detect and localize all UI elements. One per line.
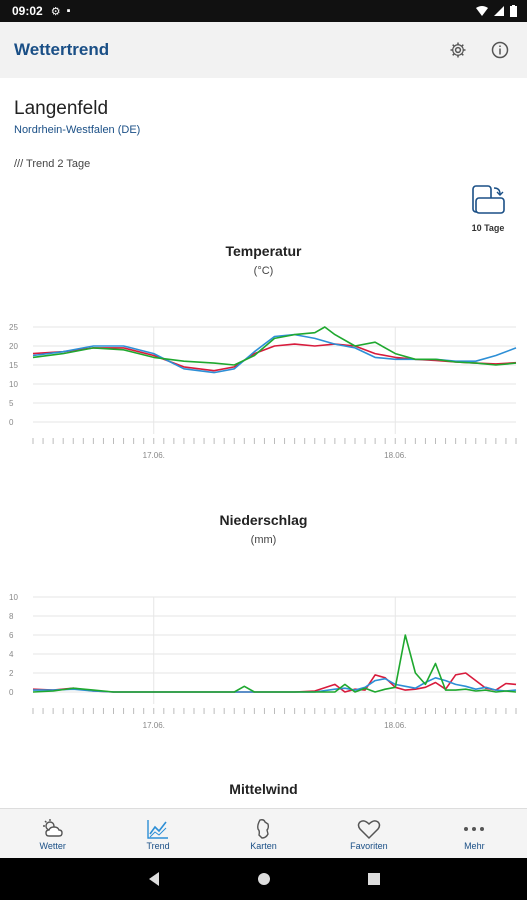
nav-item-wetter[interactable]: Wetter [0, 809, 105, 859]
signal-icon [494, 6, 504, 16]
precipitation-xtick-label: 17.06. [143, 721, 165, 730]
sd-card-icon: ▪ [66, 4, 71, 17]
app-title: Wettertrend [14, 40, 110, 59]
heart-icon [357, 820, 381, 840]
temperature-ytick-label: 25 [9, 323, 18, 332]
temperature-xtick-label: 18.06. [384, 451, 406, 460]
location-region: Nordrhein-Westfalen (DE) [14, 124, 141, 136]
nav-item-karten[interactable]: Karten [211, 809, 316, 859]
status-time: 09:02 [12, 4, 43, 18]
recents-square-icon [367, 873, 380, 885]
nav-item-mehr[interactable]: Mehr [422, 809, 527, 859]
temperature-ytick-label: 0 [9, 418, 14, 427]
trend-icon [147, 820, 169, 839]
ten-days-toggle-button[interactable]: 10 Tage [466, 184, 510, 234]
temperature-chart: 0 5 10 15 20 25 17.06. 18.06. [9, 323, 517, 460]
precipitation-ytick-label: 2 [9, 669, 14, 678]
nav-label-mehr: Mehr [464, 841, 485, 851]
nav-label-favoriten: Favoriten [350, 841, 388, 851]
temperature-ytick-label: 15 [9, 361, 18, 370]
temperature-ytick-label: 10 [9, 380, 18, 389]
ten-days-label: 10 Tage [471, 223, 505, 233]
system-back-button[interactable] [144, 869, 164, 889]
precipitation-chart-title: Niederschlag [219, 512, 308, 528]
location-header: Langenfeld Nordrhein-Westfalen (DE) [14, 98, 140, 136]
gear-icon [450, 42, 466, 58]
location-city: Langenfeld [14, 98, 109, 119]
wifi-icon [476, 6, 488, 16]
precipitation-ytick-label: 6 [9, 631, 14, 640]
nav-item-trend[interactable]: Trend [105, 809, 210, 859]
precipitation-ytick-label: 10 [9, 593, 18, 602]
nav-label-trend: Trend [146, 841, 170, 851]
more-icon [464, 827, 485, 831]
info-icon [491, 41, 509, 59]
weather-icon [42, 819, 63, 837]
precipitation-xtick-label: 18.06. [384, 721, 406, 730]
status-notification-icons: ⚙ ▪ [51, 5, 71, 18]
temperature-xtick-label: 17.06. [143, 451, 165, 460]
nav-label-wetter: Wetter [39, 841, 66, 851]
map-icon [256, 819, 269, 839]
precipitation-series-green-line [32, 634, 517, 693]
temperature-chart-title: Temperatur [225, 243, 302, 259]
precipitation-chart-unit: (mm) [250, 534, 277, 546]
battery-icon [510, 5, 517, 17]
app-bar: Wettertrend [0, 22, 527, 78]
trend-period-label: /// Trend 2 Tage [14, 158, 91, 170]
rotate-device-icon [472, 185, 505, 214]
precipitation-ytick-label: 0 [9, 688, 14, 697]
home-circle-icon [257, 873, 270, 885]
settings-status-icon: ⚙ [50, 5, 61, 18]
back-triangle-icon [148, 872, 159, 886]
status-bar: 09:02 ⚙ ▪ [0, 0, 527, 22]
precipitation-chart: 0 2 4 6 8 10 17.06. 18.06. [9, 593, 517, 730]
system-home-button[interactable] [254, 869, 274, 889]
precipitation-ytick-label: 8 [9, 612, 14, 621]
settings-button[interactable] [447, 39, 469, 61]
bottom-navigation: Wetter Trend Karten Favoriten Mehr [0, 808, 527, 859]
temperature-chart-unit: (°C) [253, 265, 274, 277]
system-navigation-bar [0, 858, 527, 900]
system-recents-button[interactable] [364, 869, 384, 889]
precipitation-ytick-label: 4 [9, 650, 14, 659]
temperature-ytick-label: 20 [9, 342, 18, 351]
nav-label-karten: Karten [250, 841, 277, 851]
temperature-series-blue-line [32, 333, 517, 374]
temperature-ytick-label: 5 [9, 399, 14, 408]
wind-chart-title: Mittelwind [229, 781, 298, 797]
info-button[interactable] [489, 39, 511, 61]
nav-item-favoriten[interactable]: Favoriten [316, 809, 421, 859]
temperature-series-green-line [32, 326, 517, 366]
status-right [476, 5, 517, 17]
